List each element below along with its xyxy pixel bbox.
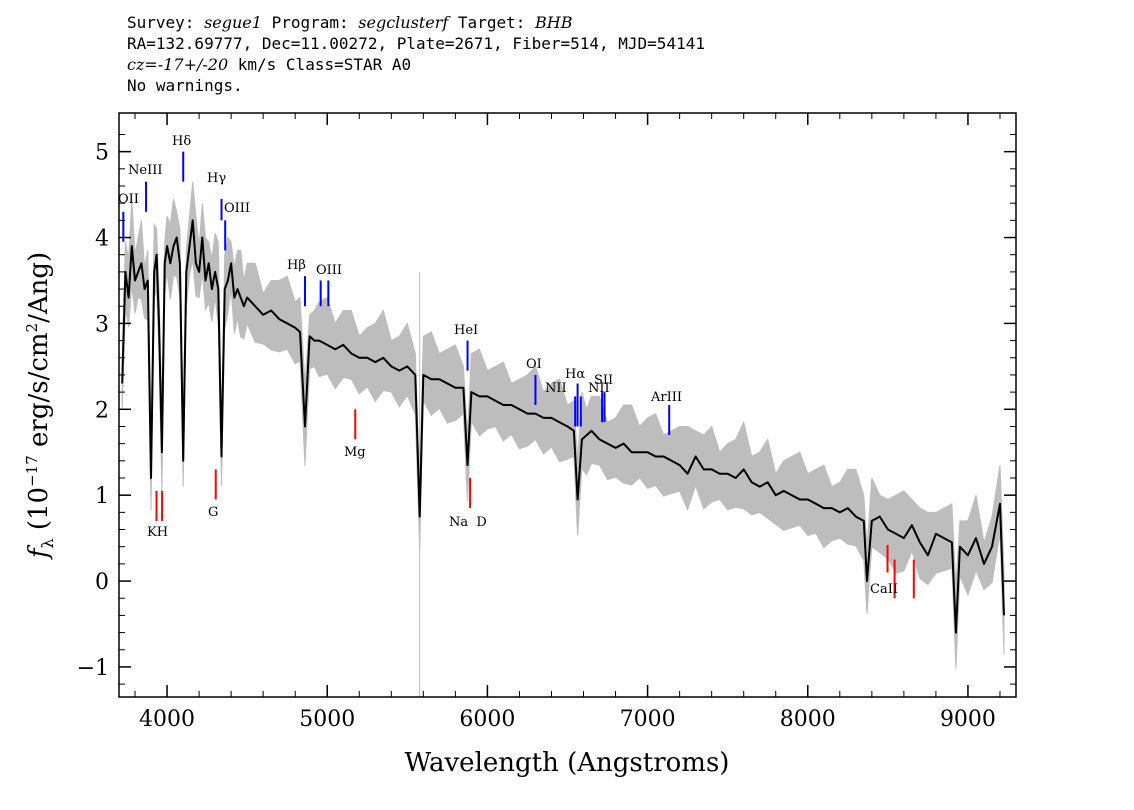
survey-value: segue1 — [204, 13, 262, 32]
label-na-d: Na D — [449, 515, 487, 530]
y-tick-label: 0 — [95, 570, 109, 595]
plot-frame — [118, 112, 1017, 698]
flux-series-line — [121, 219, 1005, 634]
header-line-1: Survey: segue1 Program: segclusterf Targ… — [127, 12, 705, 33]
spectral-lines-layer — [122, 151, 915, 599]
label-neiii: NeIII — [128, 163, 162, 178]
cz-value: -17+/-20 — [157, 55, 229, 74]
label-oiii-4363: OIII — [224, 201, 250, 216]
label-hei: HeI — [454, 323, 478, 338]
label-nii-6583: NII — [588, 381, 610, 396]
label-g: G — [208, 505, 218, 520]
y-tick-label: 2 — [95, 398, 109, 423]
x-tick-label: 7000 — [620, 707, 676, 732]
header-coordinates-line: RA=132.69777, Dec=11.00272, Plate=2671, … — [127, 34, 705, 53]
x-tick-label: 4000 — [139, 707, 195, 732]
label-oi: OI — [526, 357, 542, 372]
label-hgamma: Hγ — [207, 171, 226, 186]
label-mg: Mg — [344, 445, 366, 460]
noise-band-layer — [121, 181, 1005, 697]
x-tick-label: 8000 — [780, 707, 836, 732]
x-tick-label: 6000 — [459, 707, 515, 732]
target-value: BHB — [535, 13, 573, 32]
survey-label: Survey: — [127, 13, 195, 32]
y-axis-title: fλ (10−17 erg/s/cm2/Ang) — [23, 252, 57, 560]
label-hbeta: Hβ — [287, 258, 306, 273]
header-line-3: cz=-17+/-20 km/s Class=STAR A0 — [127, 54, 705, 75]
y-tick-label: 4 — [95, 227, 109, 252]
line-labels-layer: OII NeIII Hδ Hγ OIII Hβ OIII HeI OI NII … — [118, 134, 898, 597]
x-tick-label: 5000 — [299, 707, 355, 732]
x-tick-label: 9000 — [940, 707, 996, 732]
label-sii: SII — [594, 373, 613, 388]
label-hdelta: Hδ — [172, 134, 191, 149]
label-oiii-5007: OIII — [316, 263, 342, 278]
label-halpha: Hα — [565, 367, 585, 382]
label-oii: OII — [118, 192, 139, 207]
warnings-line: No warnings. — [127, 76, 243, 95]
program-value: segclusterf — [358, 13, 449, 32]
y-axis-title-group: fλ (10−17 erg/s/cm2/Ang) — [23, 252, 57, 560]
y-tick-label: −1 — [77, 656, 109, 681]
cz-label: cz= — [127, 55, 158, 74]
flux-layer — [121, 219, 1005, 634]
x-axis-title: Wavelength (Angstroms) — [405, 748, 730, 778]
label-nii-6548: NII — [545, 381, 567, 396]
spectrum-header: Survey: segue1 Program: segclusterf Targ… — [127, 12, 705, 96]
y-tick-label: 5 — [95, 141, 109, 166]
cz-rest: km/s Class=STAR A0 — [228, 55, 412, 74]
target-label: Target: — [457, 13, 526, 32]
ticks-layer: 4000 5000 6000 7000 8000 9000 −1 0 1 2 3 4 5 — [77, 113, 1016, 732]
label-caii: CaII — [870, 582, 898, 597]
y-tick-label: 1 — [95, 484, 109, 509]
label-ariii: ArIII — [650, 390, 682, 405]
label-kh: KH — [147, 525, 168, 540]
y-tick-label: 3 — [95, 312, 109, 337]
program-label: Program: — [271, 13, 349, 32]
